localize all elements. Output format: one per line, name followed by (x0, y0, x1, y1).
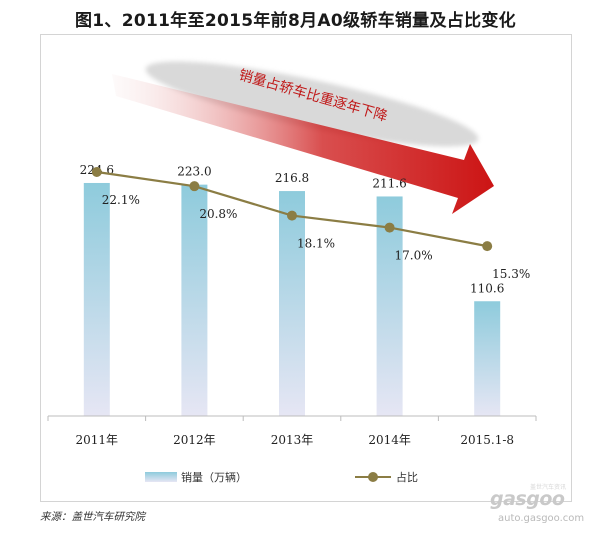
watermark-logo: 盖世汽车资讯 gasgoo auto.gasgoo.com (490, 484, 590, 532)
source-note: 来源：盖世汽车研究院 (40, 511, 145, 523)
bar-2 (279, 191, 305, 416)
bar-0 (83, 182, 110, 416)
legend: 销量（万辆） 占比 (145, 470, 418, 484)
line-marker-4 (482, 241, 493, 252)
bar-3 (376, 196, 403, 416)
line-labels: 22.1% 20.8% 18.1% 17.0% 15.3% (102, 193, 531, 281)
line-marker-1 (189, 181, 200, 192)
watermark-brand: gasgoo (490, 488, 565, 510)
x-tick-label-2: 2013年 (271, 433, 314, 447)
bar-series (83, 182, 501, 416)
chart-title: 图1、2011年至2015年前8月A0级轿车销量及占比变化 (75, 11, 516, 31)
x-ticks (47, 416, 537, 421)
line-marker-3 (384, 222, 395, 233)
line-label-1: 20.8% (199, 207, 237, 221)
line-marker-2 (287, 210, 297, 221)
x-tick-labels: 2011年 2012年 2013年 2014年 2015.1-8 (76, 433, 515, 447)
bar-label-2: 216.8 (275, 171, 309, 185)
x-tick-label-3: 2014年 (368, 433, 411, 447)
bar-label-1: 223.0 (177, 165, 211, 179)
line-label-2: 18.1% (297, 237, 335, 251)
legend-line-label: 占比 (396, 470, 418, 484)
annotation-ellipse (145, 61, 479, 147)
legend-bar-label: 销量（万辆） (181, 470, 247, 484)
bar-4 (474, 301, 501, 416)
legend-bar-swatch (145, 472, 177, 482)
x-tick-label-0: 2011年 (76, 433, 119, 447)
bar-1 (181, 184, 208, 416)
line-label-0: 22.1% (102, 193, 140, 207)
x-tick-label-4: 2015.1-8 (460, 433, 514, 447)
x-tick-label-1: 2012年 (173, 433, 216, 447)
legend-line-marker (368, 472, 378, 482)
line-label-3: 17.0% (395, 249, 433, 263)
watermark-url: auto.gasgoo.com (498, 513, 585, 524)
line-markers (91, 167, 493, 252)
watermark-cn: 盖世汽车资讯 (530, 484, 567, 491)
bar-label-4: 110.6 (470, 281, 504, 295)
line-label-4: 15.3% (492, 267, 530, 281)
bar-label-3: 211.6 (372, 176, 406, 190)
line-marker-0 (91, 167, 102, 177)
plot-area (40, 34, 572, 502)
trend-arrow (112, 74, 494, 214)
